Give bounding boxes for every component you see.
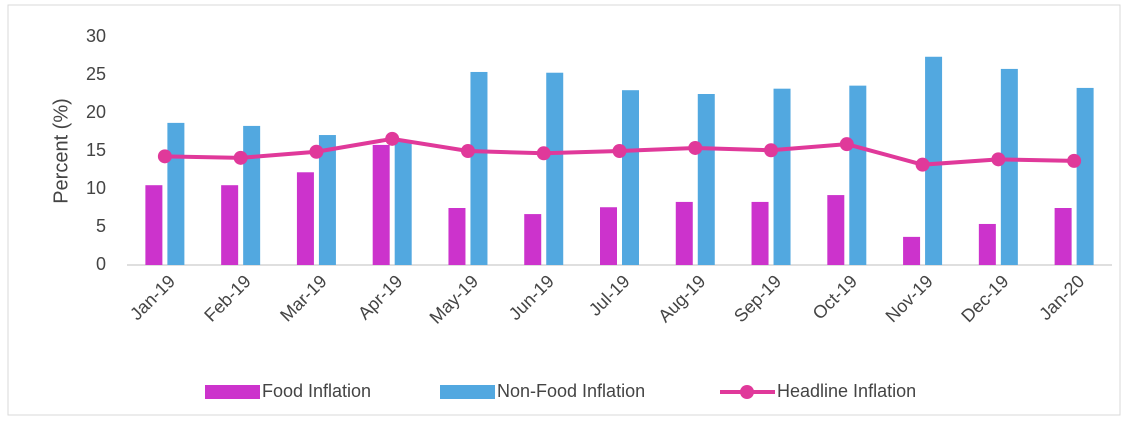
y-tick-label: 0	[96, 254, 106, 274]
bar	[470, 71, 488, 266]
bar	[1076, 87, 1094, 265]
legend-label: Food Inflation	[262, 381, 371, 401]
bar	[903, 236, 921, 265]
bar	[849, 85, 867, 265]
bar	[1000, 68, 1018, 265]
bar	[243, 125, 261, 265]
bar	[978, 223, 996, 265]
bar	[524, 214, 542, 265]
bar	[145, 185, 163, 265]
bar	[925, 56, 943, 266]
bar	[318, 135, 336, 265]
line-point	[991, 152, 1006, 167]
line-point	[233, 150, 248, 165]
bar	[394, 141, 412, 265]
bar	[167, 122, 185, 265]
bar	[221, 185, 239, 265]
bar	[751, 201, 769, 265]
bar	[296, 172, 314, 265]
line-point	[536, 146, 551, 161]
line-point	[764, 143, 779, 158]
y-tick-label: 30	[86, 26, 106, 46]
line-point	[460, 144, 475, 158]
bar	[697, 94, 715, 265]
line-point	[839, 137, 854, 152]
bar	[1054, 208, 1072, 265]
line-point	[1067, 153, 1082, 168]
legend-swatch-point	[740, 385, 754, 399]
line-point	[385, 131, 400, 146]
line-point	[309, 144, 324, 159]
legend-label: Headline Inflation	[777, 381, 916, 401]
bar	[675, 201, 693, 265]
legend-swatch	[205, 385, 260, 399]
bar	[372, 144, 390, 265]
y-tick-label: 20	[86, 102, 106, 122]
line-point	[688, 140, 703, 155]
line-point	[157, 149, 172, 164]
y-tick-label: 25	[86, 64, 106, 84]
y-tick-label: 15	[86, 140, 106, 160]
bar	[600, 207, 617, 265]
line-point	[612, 144, 627, 158]
bar	[546, 72, 564, 265]
y-tick-label: 5	[96, 216, 106, 236]
bar	[827, 195, 845, 265]
bar	[773, 88, 791, 266]
y-tick-label: 10	[86, 178, 106, 198]
y-axis-label: Percent (%)	[50, 98, 72, 204]
bar	[622, 90, 639, 265]
line-point	[915, 157, 930, 172]
bar	[448, 208, 466, 265]
legend-label: Non-Food Inflation	[497, 381, 645, 401]
legend-swatch	[440, 385, 495, 399]
